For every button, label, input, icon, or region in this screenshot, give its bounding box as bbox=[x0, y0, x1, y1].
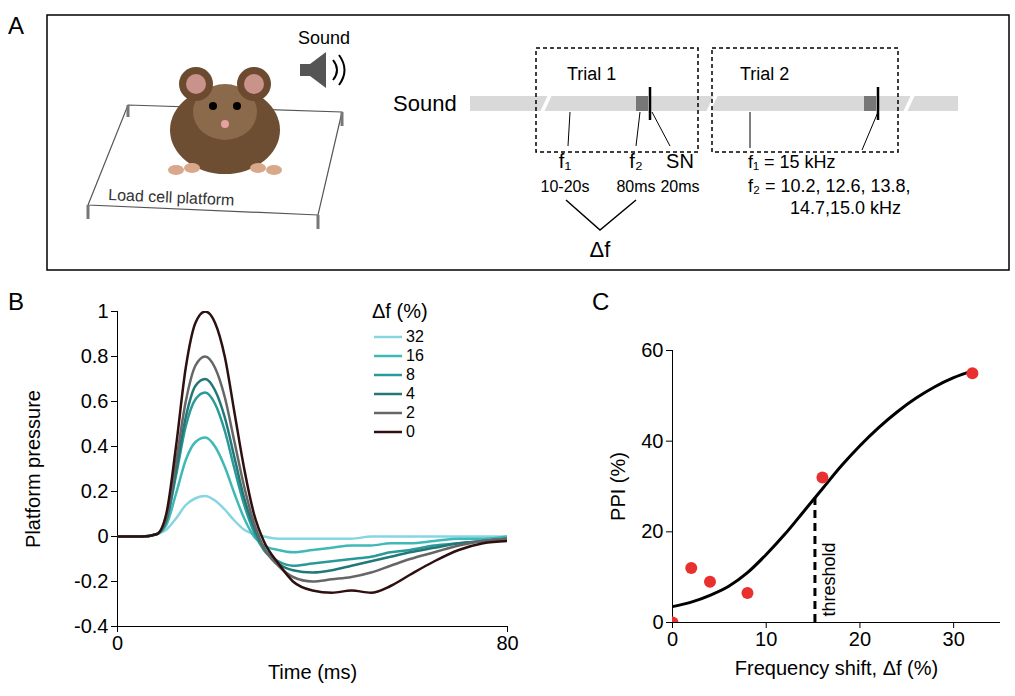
svg-text:40: 40 bbox=[641, 430, 663, 452]
svg-text:0: 0 bbox=[652, 611, 663, 633]
svg-text:20: 20 bbox=[641, 520, 663, 542]
svg-text:-0.2: -0.2 bbox=[74, 570, 108, 592]
svg-text:-0.4: -0.4 bbox=[74, 615, 108, 637]
html-text:0: 0 bbox=[406, 423, 415, 440]
svg-text:Time (ms): Time (ms) bbox=[268, 661, 357, 683]
svg-text:0.4: 0.4 bbox=[81, 435, 109, 457]
html-text:C: C bbox=[592, 288, 610, 315]
svg-text:Load cell platform: Load cell platform bbox=[108, 186, 235, 208]
svg-text:Trial 1: Trial 1 bbox=[567, 64, 616, 84]
html-text:32: 32 bbox=[406, 328, 424, 345]
svg-text:Platform pressure: Platform pressure bbox=[22, 390, 44, 548]
svg-text:20ms: 20ms bbox=[660, 178, 699, 195]
svg-text:14.7,15.0 kHz: 14.7,15.0 kHz bbox=[790, 198, 901, 218]
svg-text:f₁ = 15 kHz: f₁ = 15 kHz bbox=[748, 152, 836, 172]
svg-text:f₂ = 10.2, 12.6, 13.8,: f₂ = 10.2, 12.6, 13.8, bbox=[748, 176, 911, 196]
svg-text:SN: SN bbox=[666, 150, 694, 172]
svg-text:60: 60 bbox=[641, 339, 663, 361]
svg-text:80ms: 80ms bbox=[616, 178, 655, 195]
svg-text:A: A bbox=[8, 12, 24, 39]
svg-text:f₁: f₁ bbox=[559, 150, 572, 172]
svg-text:0.8: 0.8 bbox=[81, 345, 109, 367]
html-text:16: 16 bbox=[406, 347, 424, 364]
svg-text:PPI (%): PPI (%) bbox=[607, 452, 629, 521]
svg-text:threshold: threshold bbox=[819, 542, 839, 616]
svg-text:f₂: f₂ bbox=[629, 150, 642, 172]
svg-text:Sound: Sound bbox=[298, 28, 350, 48]
svg-text:0: 0 bbox=[97, 525, 108, 547]
svg-text:10-20s: 10-20s bbox=[541, 178, 590, 195]
svg-text:20: 20 bbox=[849, 628, 871, 650]
html-text:2: 2 bbox=[406, 404, 415, 421]
svg-text:Trial 2: Trial 2 bbox=[740, 64, 789, 84]
html-text:Δf (%): Δf (%) bbox=[372, 300, 428, 322]
html-text:8: 8 bbox=[406, 366, 415, 383]
html-text:4: 4 bbox=[406, 385, 415, 402]
svg-text:Frequency shift, Δf (%): Frequency shift, Δf (%) bbox=[735, 657, 938, 679]
svg-text:0: 0 bbox=[112, 632, 123, 654]
svg-text:10: 10 bbox=[755, 628, 777, 650]
svg-text:30: 30 bbox=[943, 628, 965, 650]
svg-text:0: 0 bbox=[667, 628, 678, 650]
svg-text:1: 1 bbox=[97, 300, 108, 322]
svg-text:80: 80 bbox=[496, 632, 518, 654]
svg-text:Δf: Δf bbox=[590, 237, 612, 262]
svg-text:Sound: Sound bbox=[393, 91, 457, 116]
svg-text:0.2: 0.2 bbox=[81, 480, 109, 502]
svg-text:0.6: 0.6 bbox=[81, 390, 109, 412]
html-text:B: B bbox=[8, 288, 24, 315]
